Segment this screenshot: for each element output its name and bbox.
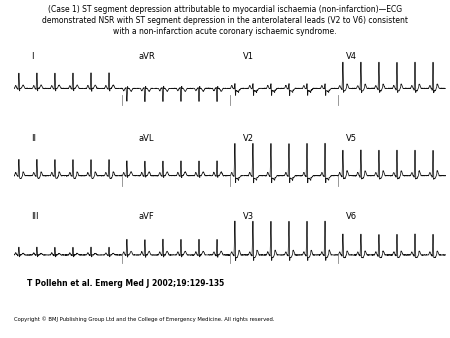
Text: EMJ: EMJ: [392, 309, 423, 324]
Text: V1: V1: [243, 52, 253, 61]
Text: I: I: [31, 52, 33, 61]
Text: V6: V6: [346, 212, 357, 221]
Text: V2: V2: [243, 134, 253, 143]
Text: T Pollehn et al. Emerg Med J 2002;19:129-135: T Pollehn et al. Emerg Med J 2002;19:129…: [27, 279, 224, 288]
Text: II: II: [31, 134, 36, 143]
Text: V4: V4: [346, 52, 357, 61]
Text: (Case 1) ST segment depression attributable to myocardial ischaemia (non-infarct: (Case 1) ST segment depression attributa…: [48, 5, 402, 14]
Text: V5: V5: [346, 134, 357, 143]
Text: V3: V3: [243, 212, 254, 221]
Text: aVR: aVR: [139, 52, 156, 61]
Text: demonstrated NSR with ST segment depression in the anterolateral leads (V2 to V6: demonstrated NSR with ST segment depress…: [42, 16, 408, 25]
Text: Copyright © BMJ Publishing Group Ltd and the College of Emergency Medicine. All : Copyright © BMJ Publishing Group Ltd and…: [14, 316, 274, 322]
Text: with a non-infarction acute coronary ischaemic syndrome.: with a non-infarction acute coronary isc…: [113, 27, 337, 37]
Text: III: III: [31, 212, 38, 221]
Text: aVL: aVL: [139, 134, 154, 143]
Text: aVF: aVF: [139, 212, 154, 221]
